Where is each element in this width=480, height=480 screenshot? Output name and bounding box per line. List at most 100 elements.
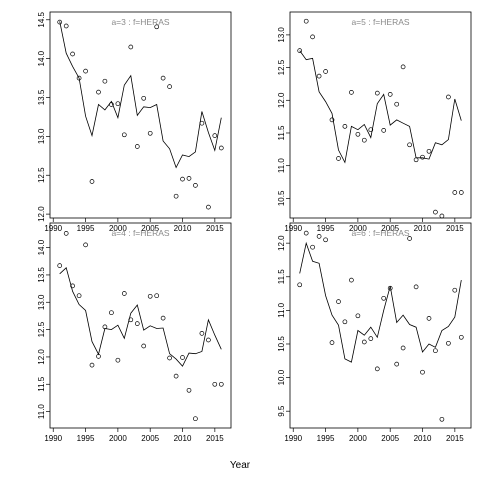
fitted-line — [299, 50, 462, 164]
observed-point — [193, 416, 198, 422]
observed-point — [128, 44, 134, 50]
x-tick-label: 1990 — [284, 434, 302, 443]
y-tick-label: 11.0 — [37, 404, 46, 420]
observed-point — [206, 337, 211, 343]
observed-point — [323, 69, 328, 74]
observed-point — [336, 299, 341, 304]
x-tick-label: 2000 — [109, 224, 127, 233]
observed-point — [342, 319, 348, 325]
observed-point — [458, 334, 464, 340]
observed-point — [452, 287, 458, 293]
observed-point — [323, 237, 328, 243]
y-tick-label: 11.0 — [277, 158, 286, 174]
observed-point — [83, 242, 88, 248]
observed-point — [400, 345, 406, 351]
y-tick-label: 10.5 — [277, 336, 286, 352]
observed-point — [433, 209, 438, 215]
panels-group: a=3 : f=HERAS 12.0 12.5 13.0 13.5 14.0 14.5 199… — [37, 11, 472, 443]
x-tick-label: 2010 — [414, 224, 432, 233]
y-tick-label: 12.0 — [37, 206, 46, 222]
observed-point — [407, 142, 412, 148]
observed-point — [115, 357, 121, 363]
fitted-line — [59, 21, 222, 169]
observed-point — [329, 340, 335, 345]
observed-point — [387, 92, 393, 97]
observed-point — [452, 190, 458, 195]
x-tick-label: 2010 — [174, 224, 192, 233]
y-tick-label: 14.5 — [37, 11, 46, 27]
x-tick-label: 1990 — [44, 434, 62, 443]
panel-title: a=6 : f=HERAS — [351, 228, 409, 238]
panel-title: a=3 : f=HERAS — [111, 17, 169, 27]
observed-point — [89, 362, 95, 368]
observed-point — [439, 416, 445, 422]
observed-point — [70, 283, 75, 289]
observed-point — [413, 284, 419, 290]
observed-point — [63, 23, 69, 29]
y-tick-label: 11.0 — [277, 302, 286, 318]
observed-point — [394, 361, 400, 367]
observed-point — [316, 73, 322, 79]
panel-1: a=3 : f=HERAS 12.0 12.5 13.0 13.5 14.0 14.5 199… — [37, 11, 232, 233]
observed-point — [355, 131, 361, 137]
x-tick-label: 1990 — [44, 224, 62, 233]
observed-point — [167, 84, 172, 89]
observed-point — [147, 293, 153, 299]
observed-point — [426, 316, 432, 321]
observed-point — [400, 64, 406, 70]
observed-point — [134, 144, 140, 149]
y-tick-label: 12.0 — [277, 235, 286, 251]
observed-point — [199, 331, 205, 336]
observed-point — [57, 19, 63, 25]
x-tick-label: 2005 — [141, 224, 159, 233]
observed-point — [186, 176, 192, 181]
x-tick-label: 1995 — [317, 434, 335, 443]
observed-point — [413, 157, 419, 163]
x-tick-label: 1995 — [77, 434, 95, 443]
observed-point — [134, 321, 140, 326]
y-tick-label: 11.5 — [37, 376, 46, 392]
y-tick-label: 9.5 — [277, 405, 286, 417]
observed-point — [96, 89, 101, 95]
observed-point — [115, 101, 121, 107]
observed-point — [316, 234, 322, 239]
observed-point — [387, 285, 393, 291]
y-tick-label: 11.5 — [277, 269, 286, 285]
x-tick-label: 2010 — [414, 434, 432, 443]
observed-point — [154, 24, 160, 30]
x-tick-label: 2000 — [349, 224, 367, 233]
observed-point — [407, 236, 412, 241]
panel-4: a=6 : f=HERAS 9.5 10.0 10.5 11.0 11.5 12.0 1990… — [277, 222, 472, 443]
observed-point — [310, 244, 315, 250]
y-tick-label: 14.0 — [37, 239, 46, 255]
observed-point — [368, 127, 374, 133]
observed-point — [63, 231, 69, 236]
y-tick-label: 10.0 — [277, 369, 286, 385]
observed-point — [76, 75, 82, 81]
y-tick-label: 13.0 — [37, 294, 46, 310]
panel-title: a=5 : f=HERAS — [351, 17, 409, 27]
observed-point — [342, 124, 348, 129]
x-tick-label: 1995 — [77, 224, 95, 233]
y-tick-label: 13.0 — [37, 128, 46, 144]
observed-point — [212, 133, 218, 138]
observed-point — [121, 132, 127, 138]
observed-point — [83, 68, 88, 74]
observed-point — [381, 295, 387, 301]
observed-point — [336, 156, 341, 161]
observed-point — [160, 315, 166, 321]
observed-point — [439, 213, 445, 219]
observed-point — [89, 179, 95, 184]
observed-point — [349, 277, 354, 283]
observed-point — [218, 381, 224, 387]
x-tick-label: 2015 — [446, 224, 464, 233]
observed-point — [433, 348, 438, 354]
observed-point — [374, 366, 380, 372]
observed-point — [167, 355, 172, 361]
panel-2: a=5 : f=HERAS 10.5 11.0 11.5 12.0 12.5 13.0 199… — [277, 11, 472, 233]
observed-point — [109, 310, 114, 316]
observed-point — [160, 75, 166, 81]
x-tick-label: 2015 — [446, 434, 464, 443]
x-tick-label: 2005 — [381, 224, 399, 233]
observed-point — [180, 355, 185, 360]
